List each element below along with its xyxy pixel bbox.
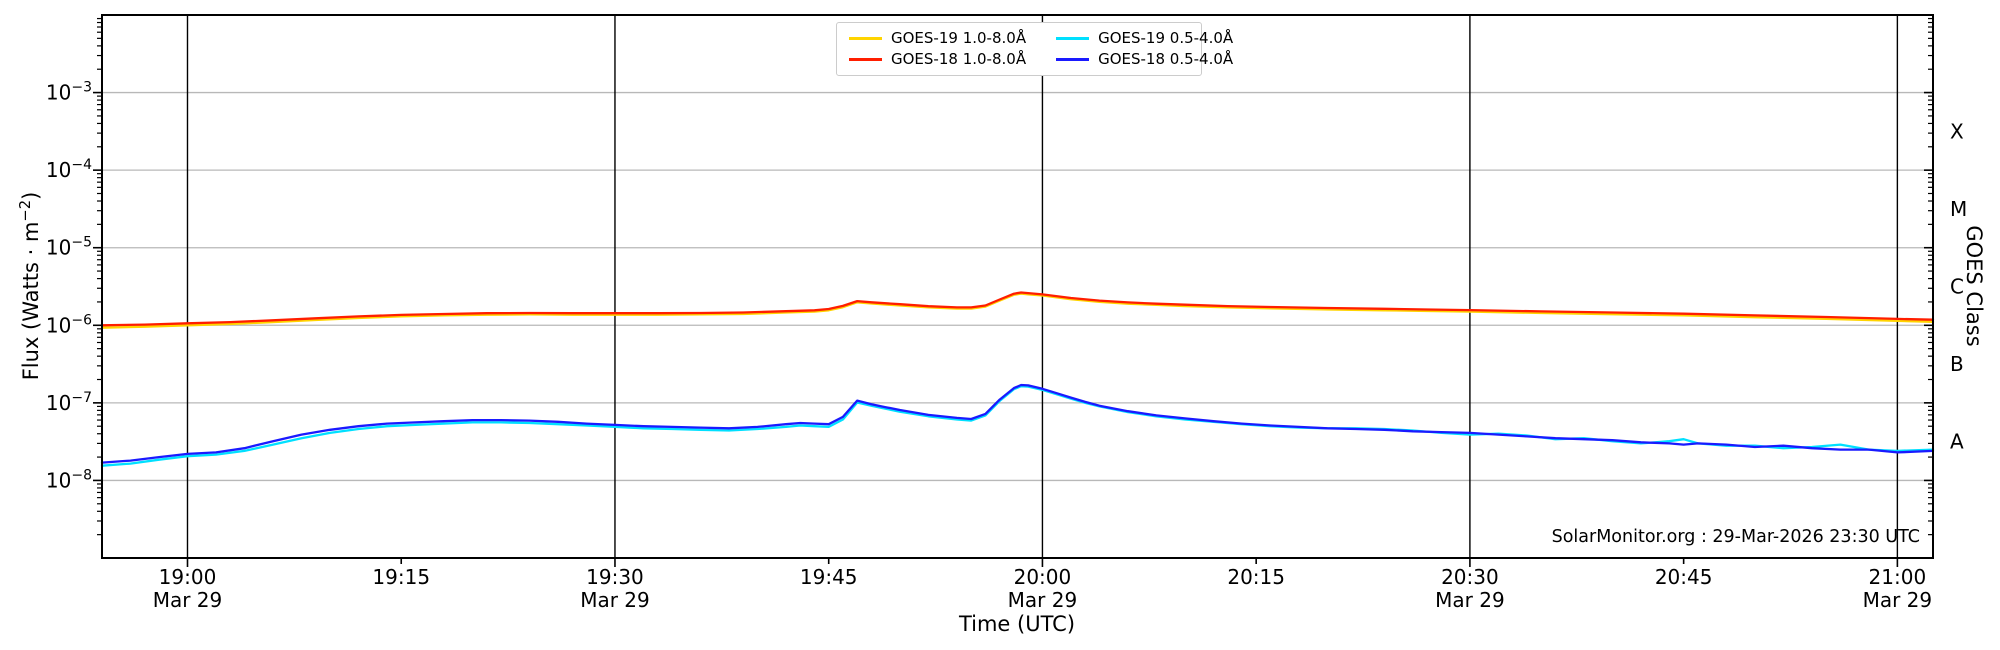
goes-class-labels: X M C B A [1950,119,1967,453]
legend-label-goes18-short: GOES-18 0.5-4.0Å [1098,50,1234,68]
solarmonitor-timestamp-annotation: SolarMonitor.org : 29-Mar-2026 23:30 UTC [1551,527,1920,547]
x-tick-label: 19:30 [586,565,644,589]
y-axis-title-superscript: −2 [17,199,34,222]
y-tick-label: 10−5 [46,235,92,260]
x-axis-title-time: Time (UTC) [958,612,1076,636]
legend: GOES-19 1.0-8.0Å GOES-19 0.5-4.0Å GOES-1… [836,22,1233,76]
legend-swatch-goes18-long [849,57,882,61]
legend-item-goes19-long: GOES-19 1.0-8.0Å [849,29,1026,47]
series-line-goes-18-short [100,383,1935,464]
y-axis-title-text: Flux (Watts · m [19,221,43,381]
y-tick-label: 10−7 [46,390,92,415]
goes-class-label-m: M [1950,197,1967,221]
goes-class-label-a: A [1950,430,1964,454]
x-tick-date-label: Mar 29 [153,588,223,612]
y-tick-label: 10−6 [46,312,92,337]
vertical-gridlines [186,15,1899,558]
x-tick-date-label: Mar 29 [1863,588,1933,612]
x-tick-label: 19:00 [159,565,217,589]
legend-swatch-goes18-short [1056,57,1090,61]
axis-ticks [93,17,1933,567]
x-tick-label: 20:45 [1655,565,1713,589]
x-tick-label: 20:30 [1441,565,1499,589]
goes-class-label-x: X [1950,119,1964,143]
x-tick-label: 20:15 [1227,565,1285,589]
x-tick-label: 19:15 [372,565,430,589]
y-axis-title-flux: Flux (Watts · m−2) [17,192,43,381]
x-tick-label: 21:00 [1869,565,1927,589]
plot-border [101,14,1934,559]
x-tick-date-label: Mar 29 [1008,588,1078,612]
legend-item-goes18-short: GOES-18 0.5-4.0Å [1056,50,1233,68]
y-axis-title-goes-class: GOES Class [1962,225,1986,347]
series-line-goes-19-short [100,385,1935,467]
legend-label-goes19-short: GOES-19 0.5-4.0Å [1098,29,1234,47]
legend-label-goes18-long: GOES-18 1.0-8.0Å [891,50,1027,68]
x-tick-date-label: Mar 29 [580,588,650,612]
y-tick-label: 10−3 [46,80,92,105]
y-tick-labels: 10−3 10−4 10−5 10−6 10−7 10−8 [46,80,92,493]
x-tick-label: 20:00 [1014,565,1072,589]
legend-swatch-goes19-short [1056,36,1090,40]
series-line-goes-19-long [100,292,1935,329]
horizontal-gridlines [102,91,1933,482]
legend-label-goes19-long: GOES-19 1.0-8.0Å [891,29,1027,47]
x-tick-date-label: Mar 29 [1435,588,1505,612]
legend-item-goes19-short: GOES-19 0.5-4.0Å [1056,29,1233,47]
x-tick-label: 19:45 [800,565,858,589]
y-axis-title-suffix: ) [19,191,43,200]
y-tick-label: 10−8 [46,467,92,492]
series-line-goes-18-long [100,291,1935,327]
legend-item-goes18-long: GOES-18 1.0-8.0Å [849,50,1026,68]
goes-class-label-b: B [1950,352,1964,376]
y-tick-label: 10−4 [46,157,92,182]
goes-class-label-c: C [1950,275,1964,299]
legend-swatch-goes19-long [849,36,882,40]
